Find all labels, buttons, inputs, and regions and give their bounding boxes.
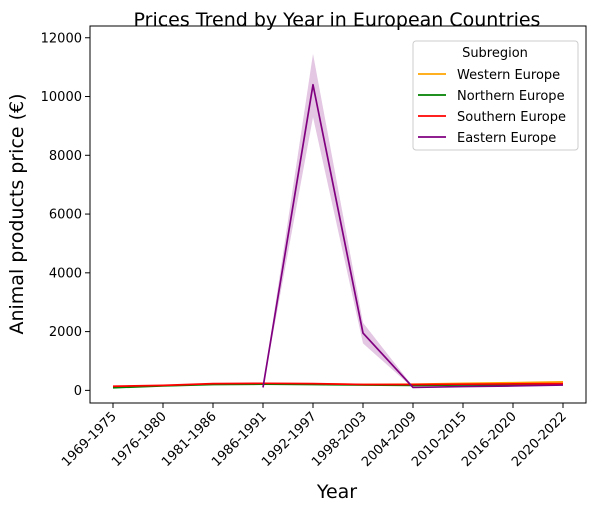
series-line <box>112 382 564 388</box>
legend: Subregion Western Europe Northern Europe S… <box>412 40 579 151</box>
chart-title: Prices Trend by Year in European Countri… <box>134 9 541 31</box>
y-tick-label: 0 <box>74 384 82 399</box>
y-tick-label: 10000 <box>41 90 82 105</box>
legend-title: Subregion <box>462 46 528 61</box>
x-axis-label: Year <box>316 481 357 503</box>
legend-label: Western Europe <box>457 68 560 83</box>
y-tick-label: 6000 <box>49 208 82 223</box>
y-tick-label: 2000 <box>49 325 82 340</box>
legend-label: Northern Europe <box>457 89 565 104</box>
series-line <box>262 83 564 389</box>
legend-frame <box>412 40 579 151</box>
y-tick-label: 12000 <box>41 31 82 46</box>
legend-label: Eastern Europe <box>457 131 556 146</box>
y-axis: 0 2000 4000 6000 8000 10000 12000 <box>41 31 90 399</box>
legend-label: Southern Europe <box>457 110 566 125</box>
y-axis-label: Animal products price (€) <box>6 93 28 334</box>
y-tick-label: 8000 <box>49 149 82 164</box>
y-tick-label: 4000 <box>49 266 82 281</box>
x-axis: 1969-19751976-19801981-19861986-19911992… <box>59 403 570 470</box>
legend-items: Western Europe Northern Europe Southern Eu… <box>418 68 566 146</box>
series-lines <box>112 83 564 389</box>
